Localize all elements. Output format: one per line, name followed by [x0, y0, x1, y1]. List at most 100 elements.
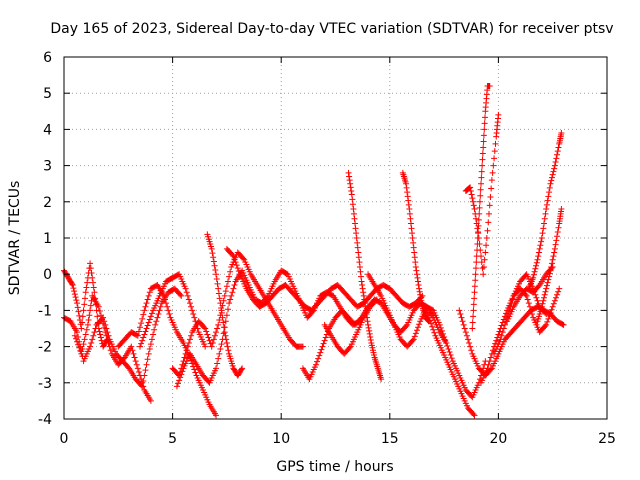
- data-point: [471, 206, 478, 213]
- data-point: [475, 235, 482, 241]
- data-point: [87, 307, 94, 314]
- data-point: [209, 250, 216, 257]
- data-point: [533, 259, 540, 266]
- data-point: [215, 355, 222, 362]
- data-point: [468, 347, 475, 354]
- data-point: [479, 265, 486, 272]
- data-point: [485, 210, 492, 217]
- data-point: [175, 380, 182, 387]
- data-point: [544, 318, 551, 325]
- data-point: [318, 346, 325, 353]
- data-point: [412, 330, 419, 337]
- data-point: [182, 285, 189, 292]
- data-point: [131, 354, 138, 361]
- data-point: [534, 297, 541, 304]
- data-point: [234, 265, 241, 272]
- data-point: [466, 339, 473, 346]
- data-marks: [61, 82, 567, 419]
- data-point: [549, 256, 556, 263]
- data-point: [144, 296, 151, 303]
- data-point: [405, 197, 412, 204]
- data-point: [230, 285, 237, 292]
- data-point: [79, 346, 86, 353]
- data-point: [202, 325, 209, 332]
- data-point: [82, 289, 89, 296]
- data-point: [349, 196, 356, 203]
- data-point: [472, 271, 479, 278]
- data-point: [214, 280, 221, 287]
- data-point: [74, 338, 81, 345]
- data-point: [365, 321, 372, 328]
- data-point: [495, 331, 502, 338]
- data-point: [87, 343, 94, 350]
- data-point: [72, 294, 79, 301]
- data-point: [143, 325, 150, 332]
- data-point: [229, 289, 236, 296]
- data-point: [472, 277, 479, 284]
- y-axis-label: SDTVAR / TECUs: [7, 181, 23, 296]
- data-point: [551, 245, 558, 252]
- data-point: [496, 328, 503, 335]
- data-point: [409, 235, 416, 241]
- data-point: [355, 254, 362, 261]
- data-point: [97, 312, 104, 319]
- data-point: [96, 308, 103, 315]
- data-point: [543, 282, 550, 289]
- data-point: [144, 322, 151, 329]
- data-point: [283, 270, 290, 277]
- y-tick-label: -1: [38, 303, 52, 319]
- data-point: [235, 268, 242, 275]
- data-point: [211, 262, 218, 269]
- data-point: [538, 303, 545, 310]
- data-point: [482, 114, 489, 121]
- data-point: [155, 311, 162, 318]
- data-point: [92, 325, 99, 332]
- data-point: [128, 343, 135, 350]
- data-point: [224, 343, 231, 350]
- data-point: [142, 328, 149, 335]
- data-point: [139, 337, 146, 344]
- data-point: [488, 177, 495, 184]
- data-point: [354, 239, 361, 246]
- data-point: [443, 339, 450, 346]
- data-point: [184, 292, 191, 299]
- data-point: [407, 220, 414, 227]
- data-point: [91, 289, 98, 296]
- data-point: [354, 244, 361, 251]
- data-point: [139, 315, 146, 322]
- data-point: [222, 288, 229, 295]
- data-point: [553, 155, 560, 162]
- data-point: [417, 294, 424, 301]
- data-point: [201, 324, 208, 331]
- data-point: [177, 374, 184, 381]
- data-point: [181, 354, 188, 361]
- data-point: [471, 295, 478, 302]
- data-point: [550, 168, 557, 175]
- data-point: [75, 308, 82, 315]
- series-track-16: [469, 82, 493, 332]
- data-point: [213, 276, 220, 283]
- data-point: [156, 307, 163, 314]
- data-point: [148, 336, 155, 343]
- data-point: [428, 320, 435, 327]
- data-point: [367, 336, 374, 343]
- data-point: [523, 292, 530, 299]
- data-point: [218, 309, 225, 316]
- x-tick-label: 15: [381, 431, 399, 447]
- data-point: [552, 294, 559, 301]
- data-point: [71, 332, 78, 339]
- data-point: [147, 397, 154, 404]
- data-point: [94, 313, 101, 320]
- data-point: [221, 292, 228, 299]
- data-point: [457, 311, 464, 318]
- data-point: [486, 82, 493, 89]
- data-point: [544, 279, 551, 286]
- data-point: [548, 306, 555, 313]
- data-point: [550, 300, 557, 307]
- data-point: [480, 138, 487, 145]
- data-point: [345, 169, 352, 176]
- data-point: [488, 185, 495, 192]
- data-point: [166, 311, 173, 318]
- data-point: [190, 311, 197, 318]
